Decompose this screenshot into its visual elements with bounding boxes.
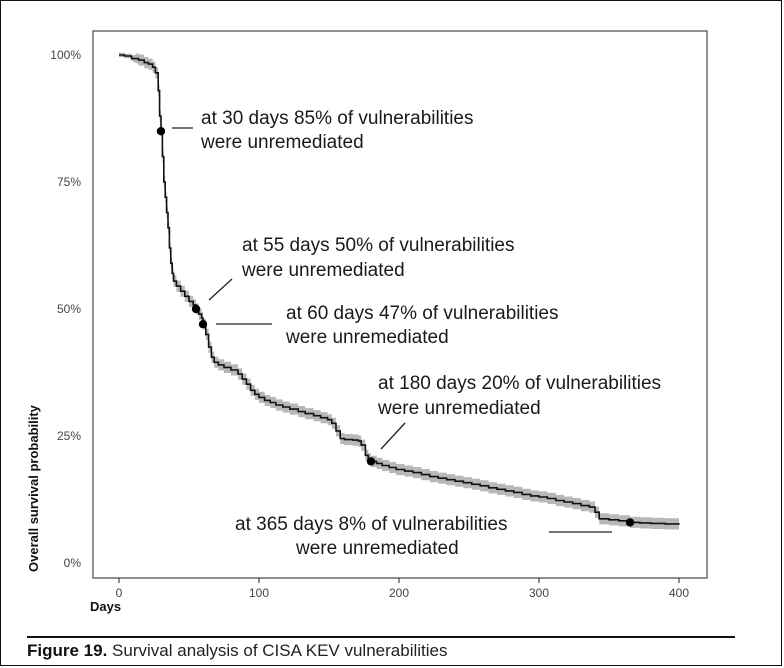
- survival-curve: [119, 54, 680, 525]
- y-tick-label-75pct: 75%: [57, 175, 81, 189]
- annotation-55-line2: were unremediated: [241, 260, 405, 281]
- x-tick-label-0: 0: [116, 586, 123, 600]
- x-axis-title: Days: [90, 599, 121, 614]
- y-tick-label-0pct: 0%: [64, 556, 82, 570]
- marker-layer: [156, 127, 635, 527]
- annotation-180-line2: were unremediated: [377, 398, 541, 419]
- annotation-leaders: [172, 127, 612, 533]
- leader-line-day-180: [380, 422, 406, 450]
- annotation-60-line2: were unremediated: [285, 327, 449, 348]
- y-tick-label-100pct: 100%: [50, 48, 81, 62]
- x-tick-label-300: 300: [529, 586, 549, 600]
- x-tick-label-400: 400: [669, 586, 689, 600]
- marker-day-55: [191, 304, 201, 314]
- annotation-180-line1: at 180 days 20% of vulnerabilities: [378, 373, 661, 394]
- annotation-60-line1: at 60 days 47% of vulnerabilities: [286, 303, 559, 324]
- annotation-55-line1: at 55 days 50% of vulnerabilities: [242, 235, 515, 256]
- annotation-30-line1: at 30 days 85% of vulnerabilities: [201, 108, 474, 129]
- x-tick-label-200: 200: [389, 586, 409, 600]
- marker-day-30: [156, 127, 166, 136]
- y-tick-label-25pct: 25%: [57, 429, 81, 443]
- caption-label: Figure 19.: [27, 641, 108, 660]
- survival-line-layer: [119, 54, 680, 525]
- caption-text: Survival analysis of CISA KEV vulnerabil…: [112, 641, 448, 660]
- annotation-30-line2: were unremediated: [200, 132, 364, 153]
- caption-divider: [27, 636, 735, 638]
- marker-day-365: [625, 518, 635, 527]
- x-axis-ticks: 0 100 200 300 400: [116, 578, 689, 600]
- annotation-365-line2: were unremediated: [295, 538, 459, 559]
- y-axis-title: Overall survival probability: [26, 404, 41, 572]
- marker-day-60: [198, 320, 208, 329]
- annotation-365-line1: at 365 days 8% of vulnerabilities: [235, 514, 508, 535]
- x-tick-label-100: 100: [249, 586, 269, 600]
- figure-caption: Figure 19. Survival analysis of CISA KEV…: [27, 641, 447, 661]
- leader-line-day-55: [208, 278, 233, 301]
- y-tick-label-50pct: 50%: [57, 302, 81, 316]
- marker-day-180: [366, 457, 376, 466]
- y-axis-ticks: 0% 25% 50% 75% 100%: [50, 48, 81, 570]
